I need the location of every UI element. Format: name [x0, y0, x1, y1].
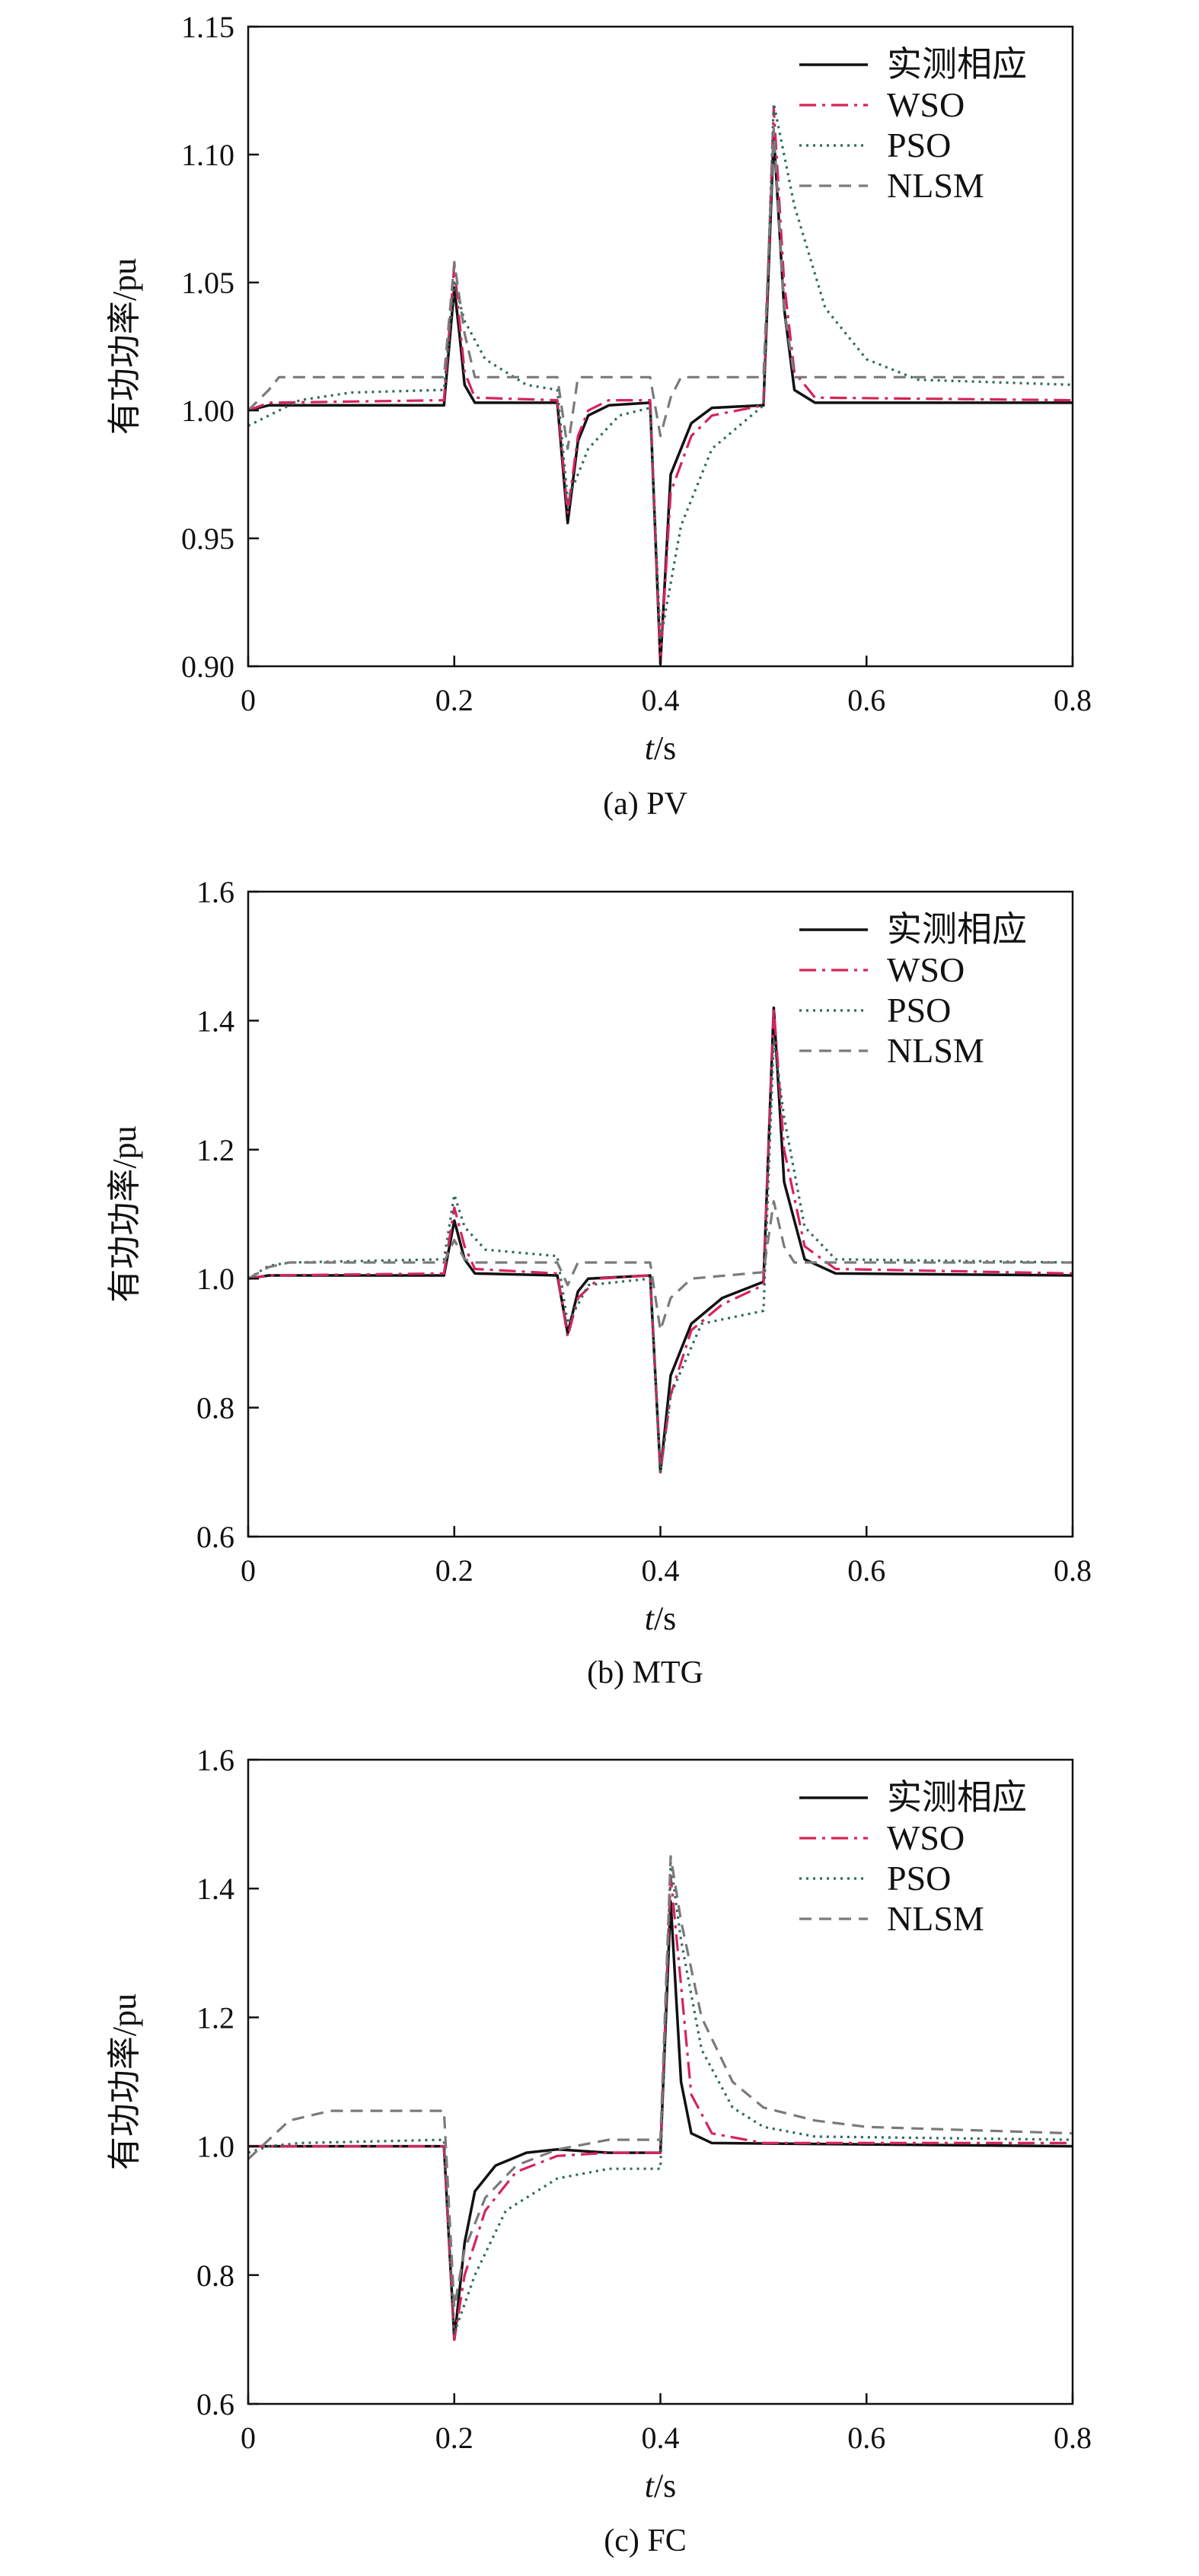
- y-tick-label: 0.95: [181, 522, 234, 556]
- legend-label-4: NLSM: [887, 166, 984, 205]
- series-line-4: [248, 1855, 1073, 2309]
- legend-label-1: 实测相应: [887, 45, 1027, 84]
- series-line-1: [248, 1900, 1073, 2341]
- x-tick-label: 0.8: [1054, 683, 1092, 717]
- y-tick-label: 1.2: [196, 2000, 234, 2035]
- x-axis-label: t/s: [645, 2467, 677, 2504]
- y-tick-label: 0.8: [196, 1391, 234, 1425]
- x-tick-label: 0.4: [642, 2421, 680, 2455]
- y-tick-label: 1.15: [181, 10, 234, 44]
- y-axis-label: 有功功率/pu: [106, 1993, 143, 2170]
- y-axis-label: 有功功率/pu: [106, 258, 143, 435]
- y-tick-label: 1.0: [196, 2130, 234, 2164]
- x-axis-label: t/s: [645, 729, 677, 767]
- chart-panel-3: 0 0.2 0.4 0.6 0.8 0.6 0.8 1.0 1.2 1.4 1.6 t/s 有功功率/p…: [106, 1743, 1092, 2558]
- legend-label-2: WSO: [887, 1818, 965, 1857]
- y-tick-label: 0.90: [181, 650, 234, 684]
- x-tick-label: 0.2: [435, 1553, 474, 1588]
- legend-label-2: WSO: [887, 950, 965, 989]
- y-tick-label: 1.6: [196, 875, 234, 909]
- series-line-2: [248, 1874, 1073, 2341]
- x-tick-label: 0.4: [642, 683, 680, 717]
- y-tick-label: 1.2: [196, 1133, 234, 1167]
- chart-panel-1: 0 0.2 0.4 0.6 0.8 0.90 0.95 1.00 1.05 1.10 1.15 t/s…: [106, 10, 1092, 822]
- panel-caption: (a) PV: [603, 787, 687, 822]
- legend-label-3: PSO: [887, 991, 951, 1029]
- panel-caption: (c) FC: [604, 2523, 687, 2558]
- y-tick-label: 0.8: [196, 2258, 234, 2293]
- legend-label-1: 实测相应: [887, 1778, 1027, 1817]
- legend-label-4: NLSM: [887, 1031, 984, 1070]
- series-line-3: [248, 1039, 1073, 1473]
- series-line-2: [248, 1006, 1073, 1473]
- y-tick-label: 1.0: [196, 1262, 234, 1296]
- y-tick-label: 1.00: [181, 394, 234, 428]
- series-line-3: [248, 102, 1073, 643]
- chart-panel-2: 0 0.2 0.4 0.6 0.8 0.6 0.8 1.0 1.2 1.4 1.6 t/s 有功功率/p…: [106, 875, 1092, 1690]
- x-axis-label: t/s: [645, 1600, 677, 1637]
- legend-label-4: NLSM: [887, 1899, 984, 1938]
- series-line-4: [248, 1199, 1073, 1332]
- x-tick-label: 0: [241, 2421, 256, 2455]
- legend-label-1: 实测相应: [887, 910, 1027, 949]
- legend-label-2: WSO: [887, 85, 965, 124]
- series-line-2: [248, 107, 1073, 662]
- x-tick-label: 0.6: [847, 2421, 885, 2455]
- x-tick-label: 0: [241, 1553, 256, 1588]
- legend-label-3: PSO: [887, 126, 951, 164]
- series-line-1: [248, 1006, 1073, 1474]
- x-tick-label: 0.6: [847, 683, 885, 717]
- panel-caption: (b) MTG: [587, 1655, 703, 1690]
- x-tick-label: 0.2: [435, 683, 474, 717]
- x-tick-label: 0.8: [1054, 2421, 1092, 2455]
- y-axis-label: 有功功率/pu: [106, 1125, 143, 1302]
- y-tick-label: 1.05: [181, 266, 234, 300]
- y-tick-label: 1.4: [196, 1004, 234, 1038]
- x-tick-label: 0.8: [1054, 1553, 1092, 1588]
- x-tick-label: 0.2: [435, 2421, 474, 2455]
- series-line-4: [248, 127, 1073, 451]
- y-tick-label: 1.6: [196, 1743, 234, 1777]
- y-tick-label: 0.6: [196, 1520, 234, 1554]
- x-tick-label: 0.6: [847, 1553, 885, 1588]
- x-tick-label: 0: [241, 683, 256, 717]
- y-tick-label: 0.6: [196, 2387, 234, 2421]
- series-line-3: [248, 1861, 1073, 2335]
- y-tick-label: 1.10: [181, 138, 234, 172]
- y-tick-label: 1.4: [196, 1872, 234, 1906]
- legend-label-3: PSO: [887, 1859, 951, 1898]
- x-tick-label: 0.4: [642, 1553, 680, 1588]
